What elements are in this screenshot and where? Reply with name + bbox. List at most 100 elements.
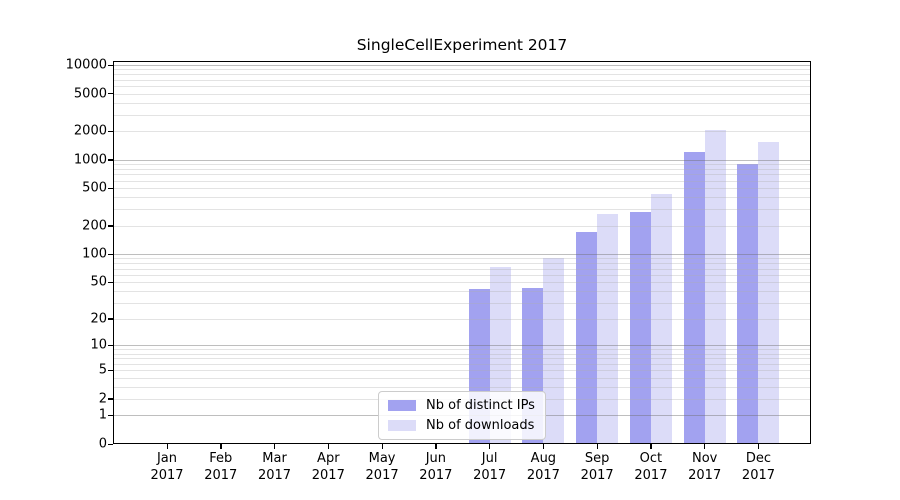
gridline-minor bbox=[113, 174, 811, 176]
gridline-minor bbox=[113, 74, 811, 76]
legend: Nb of distinct IPs Nb of downloads bbox=[378, 391, 546, 440]
y-axis-tick-label: 200 bbox=[82, 218, 107, 234]
x-axis-tick-mark bbox=[166, 444, 168, 449]
x-axis-month-label: Sep 2017 bbox=[581, 451, 614, 484]
y-axis-tick-mark bbox=[108, 93, 113, 95]
month-year: 2017 bbox=[257, 467, 292, 483]
month-name: Mar bbox=[262, 451, 287, 466]
x-axis-tick-mark bbox=[489, 444, 491, 449]
y-axis-tick-label: 50 bbox=[90, 274, 107, 290]
x-axis-month-label: Oct 2017 bbox=[634, 451, 667, 484]
gridline-minor bbox=[113, 225, 811, 227]
month-name: Feb bbox=[209, 451, 233, 466]
gridline-minor bbox=[113, 263, 811, 265]
gridline-minor bbox=[113, 358, 811, 360]
gridline-minor bbox=[113, 197, 811, 199]
gridline-minor bbox=[113, 180, 811, 182]
gridline-minor bbox=[113, 370, 811, 372]
gridline-major bbox=[113, 65, 811, 66]
month-name: Aug bbox=[530, 451, 557, 466]
x-axis-month-label: Nov 2017 bbox=[688, 451, 721, 484]
month-name: Dec bbox=[745, 451, 772, 466]
x-axis-tick-mark bbox=[220, 444, 222, 449]
gridline-minor bbox=[113, 386, 811, 388]
chart-title: SingleCellExperiment 2017 bbox=[356, 36, 568, 54]
x-axis-tick-mark bbox=[381, 444, 383, 449]
grid-layer bbox=[113, 61, 811, 444]
y-axis-tick-mark bbox=[108, 159, 113, 161]
y-axis-tick-label: 2000 bbox=[73, 123, 107, 139]
legend-swatch-downloads bbox=[388, 420, 416, 431]
gridline-minor bbox=[113, 258, 811, 260]
gridline-minor bbox=[113, 274, 811, 276]
gridline-major bbox=[113, 345, 811, 347]
y-axis-tick-mark bbox=[108, 130, 113, 132]
gridline-minor bbox=[113, 268, 811, 270]
month-year: 2017 bbox=[741, 467, 776, 483]
y-axis-tick-label: 20 bbox=[90, 311, 107, 327]
month-name: Jun bbox=[425, 451, 446, 466]
gridline-major bbox=[113, 254, 811, 256]
gridline-minor bbox=[113, 93, 811, 95]
month-year: 2017 bbox=[311, 467, 345, 483]
gridline-minor bbox=[113, 131, 811, 133]
x-axis-month-label: Jun 2017 bbox=[419, 451, 452, 484]
y-axis-tick-mark bbox=[108, 281, 113, 283]
y-axis-tick-mark bbox=[108, 344, 113, 347]
x-axis-tick-mark bbox=[274, 444, 276, 449]
plot-area bbox=[113, 61, 811, 444]
bar-distinct-ips bbox=[576, 231, 598, 444]
gridline-minor bbox=[113, 79, 811, 81]
month-name: Jan bbox=[156, 451, 178, 466]
gridline-major bbox=[113, 159, 811, 161]
legend-entry-downloads: Nb of downloads bbox=[388, 418, 535, 433]
y-axis-tick-mark bbox=[108, 318, 113, 320]
y-axis-tick-label: 500 bbox=[82, 180, 107, 196]
legend-entry-distinct-ips: Nb of distinct IPs bbox=[388, 398, 535, 413]
bar-distinct-ips bbox=[683, 152, 705, 444]
y-axis-tick-mark bbox=[108, 414, 113, 417]
legend-swatch-distinct-ips bbox=[388, 400, 416, 411]
month-name: Oct bbox=[639, 451, 663, 466]
x-axis-tick-mark bbox=[704, 444, 706, 449]
month-year: 2017 bbox=[419, 467, 453, 483]
gridline-minor bbox=[113, 282, 811, 284]
y-axis-tick-label: 5000 bbox=[73, 86, 107, 102]
month-year: 2017 bbox=[688, 467, 722, 483]
bar-downloads bbox=[543, 257, 565, 444]
gridline-minor bbox=[113, 86, 811, 88]
month-year: 2017 bbox=[365, 467, 399, 483]
x-axis-tick-mark bbox=[757, 444, 760, 449]
y-axis-tick-mark bbox=[108, 443, 113, 445]
y-axis-tick-label: 1 bbox=[98, 407, 107, 423]
gridline-minor bbox=[113, 291, 811, 293]
gridline-minor bbox=[113, 302, 811, 304]
gridline-minor bbox=[113, 318, 811, 320]
gridline-minor bbox=[113, 349, 811, 351]
bar-distinct-ips bbox=[737, 163, 759, 444]
legend-label-downloads: Nb of downloads bbox=[426, 418, 535, 433]
gridline-minor bbox=[113, 69, 811, 71]
x-axis-month-label: Dec 2017 bbox=[742, 451, 775, 484]
gridline-minor bbox=[113, 168, 811, 170]
x-axis-month-label: Apr 2017 bbox=[312, 451, 345, 484]
gridline-minor bbox=[113, 188, 811, 190]
month-year: 2017 bbox=[204, 467, 238, 483]
y-axis-tick-mark bbox=[108, 225, 113, 227]
gridline-minor bbox=[113, 377, 811, 379]
y-axis-tick-mark bbox=[108, 253, 113, 255]
gridline-minor bbox=[113, 102, 811, 104]
month-year: 2017 bbox=[526, 467, 560, 483]
x-axis-tick-mark bbox=[435, 444, 437, 449]
y-axis-tick-label: 100 bbox=[82, 246, 107, 262]
y-axis-tick-mark bbox=[108, 64, 113, 66]
x-axis-tick-mark bbox=[327, 444, 330, 449]
y-axis-tick-mark bbox=[108, 187, 113, 189]
x-axis-month-label: May 2017 bbox=[366, 451, 399, 484]
month-name: Apr bbox=[317, 451, 340, 466]
bar-distinct-ips bbox=[629, 212, 651, 444]
gridline-minor bbox=[113, 209, 811, 211]
gridline-minor bbox=[113, 353, 811, 355]
y-axis-tick-label: 0 bbox=[98, 436, 107, 452]
